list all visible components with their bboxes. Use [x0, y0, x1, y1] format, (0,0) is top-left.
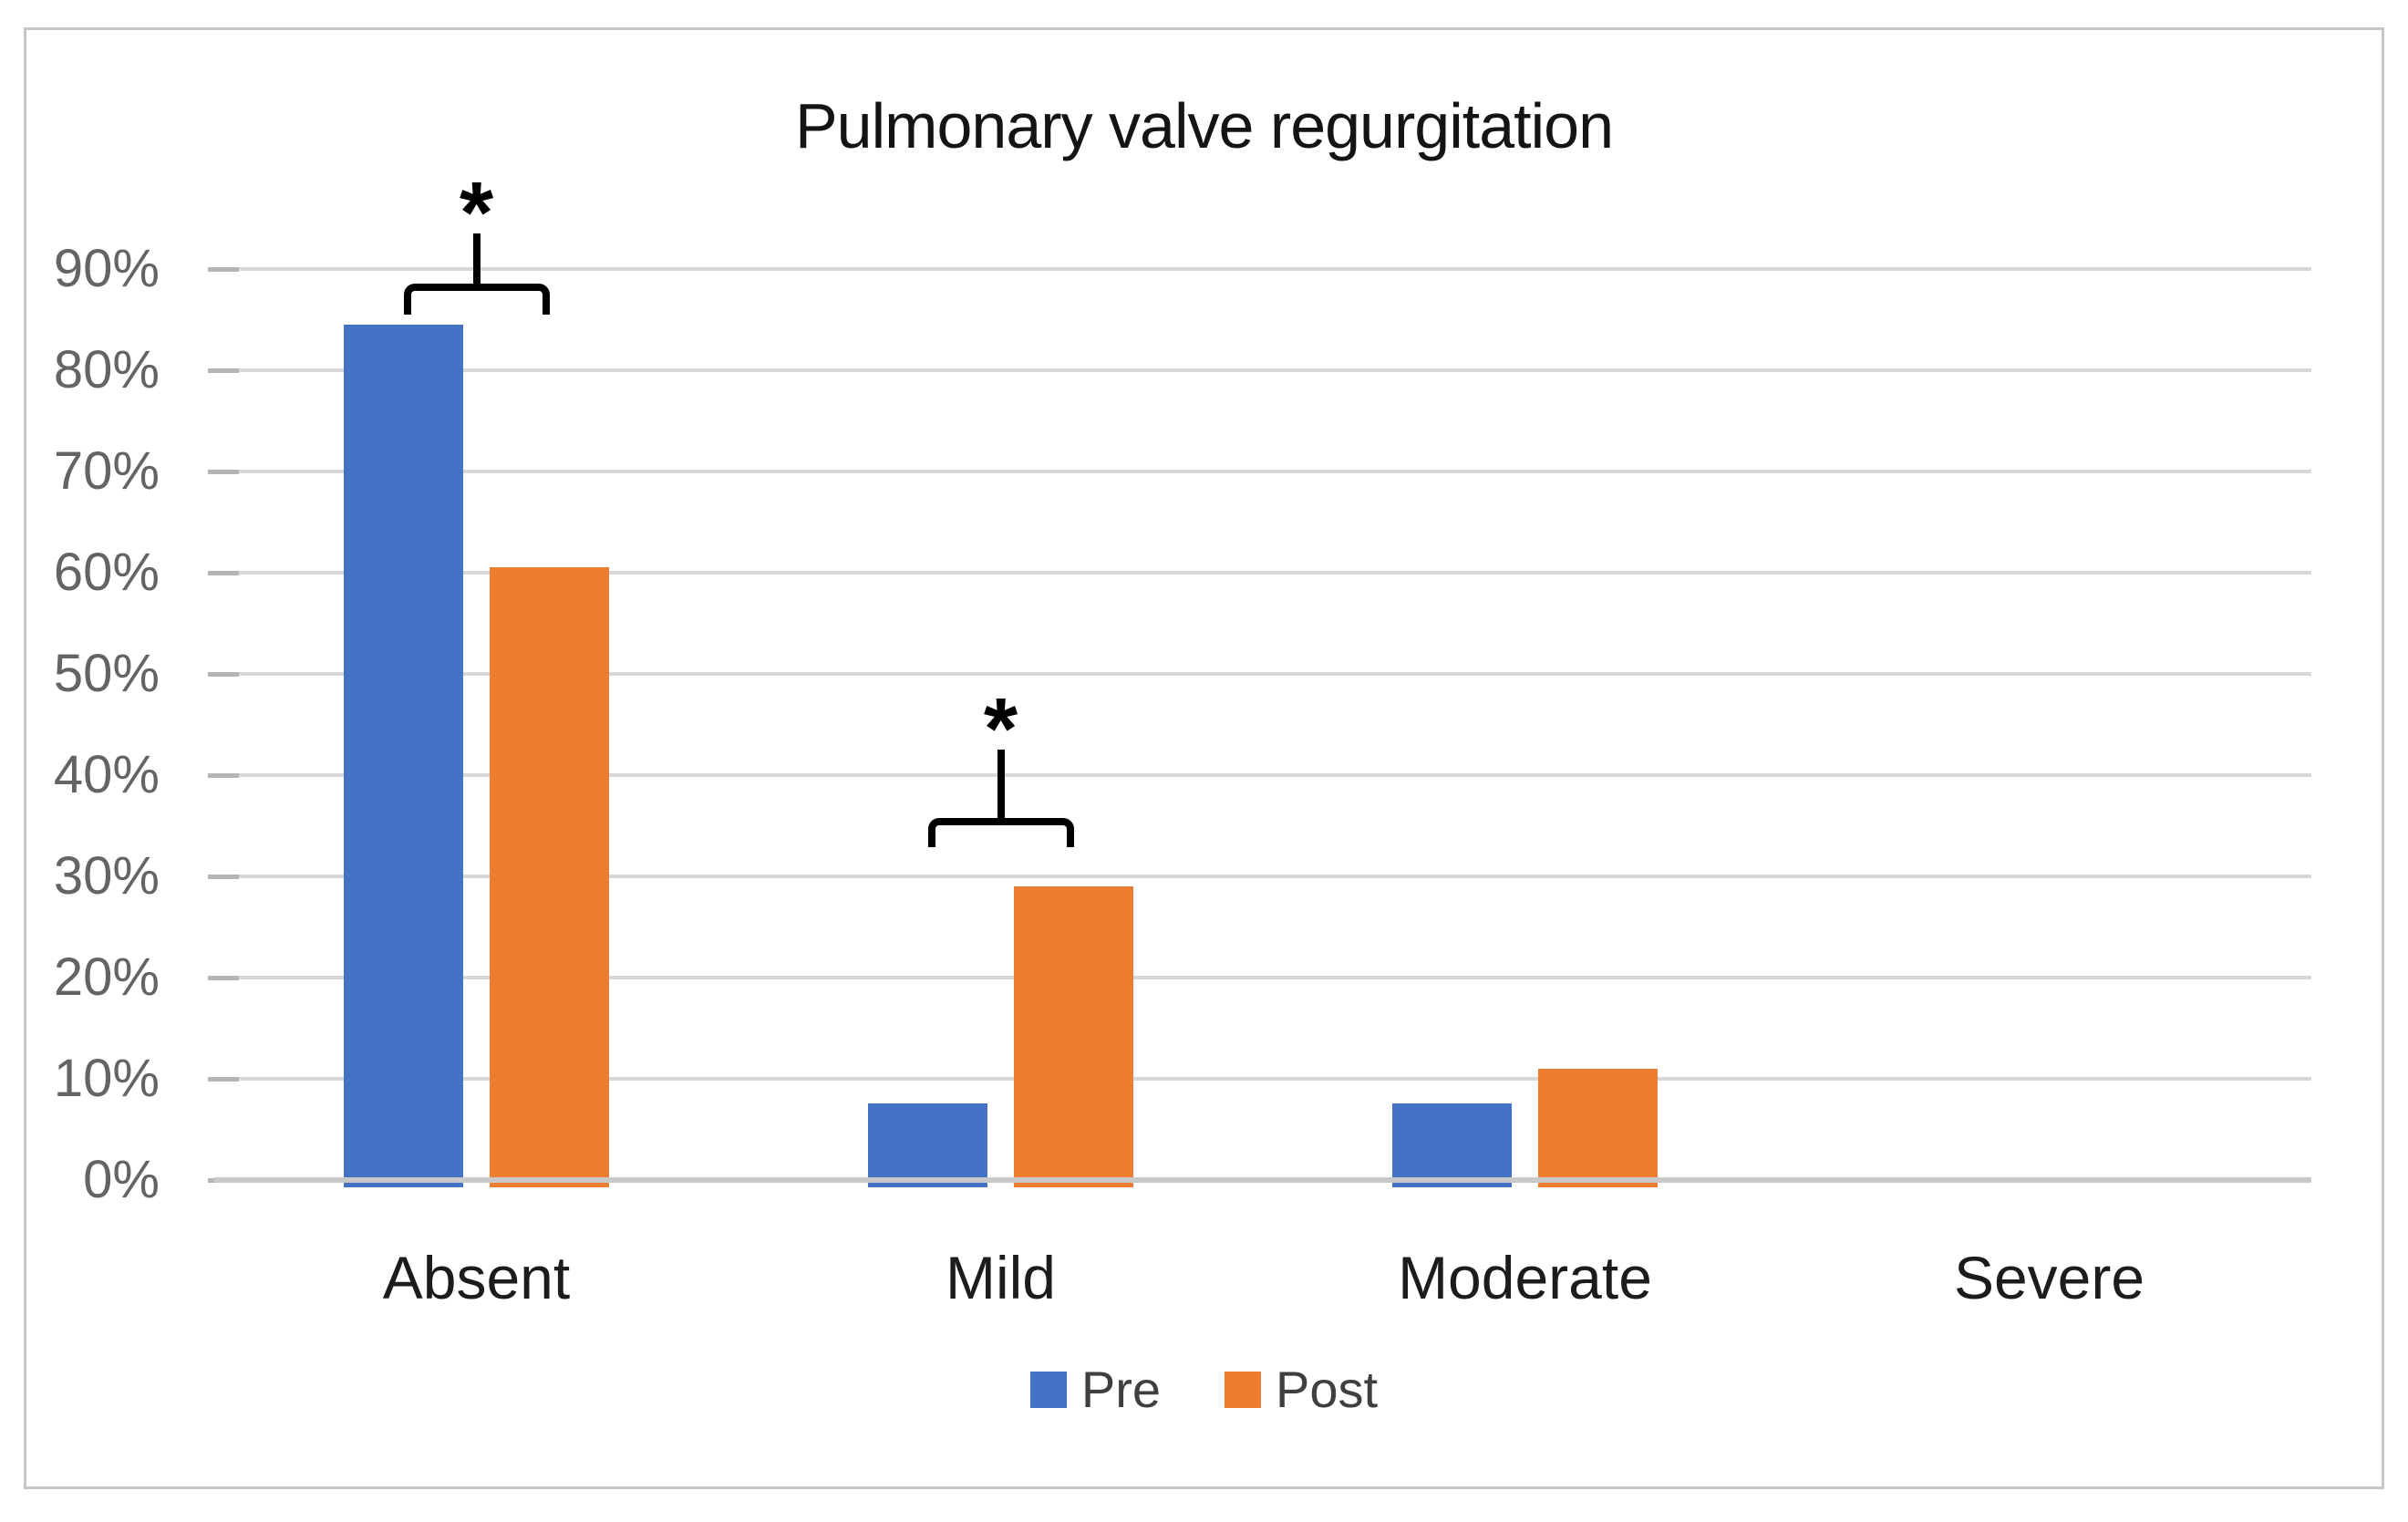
y-axis-tick-label-10: 10%: [53, 1049, 160, 1108]
gridline-60: [214, 571, 2311, 575]
y-axis-tick-60: [208, 571, 239, 575]
y-axis-tick-label-20: 20%: [53, 947, 160, 1007]
significance-bracket-stem-absent: [472, 233, 481, 289]
y-axis-tick-20: [208, 976, 239, 980]
y-axis-tick-label-40: 40%: [53, 745, 160, 804]
gridline-50: [214, 672, 2311, 676]
gridline-20: [214, 976, 2311, 979]
legend-swatch-pre: [1029, 1372, 1067, 1408]
y-axis-tick-40: [208, 773, 239, 778]
y-axis-tick-30: [208, 875, 239, 879]
y-axis-tick-label-50: 50%: [53, 644, 160, 703]
x-axis-line: [214, 1177, 2311, 1183]
gridline-40: [214, 773, 2311, 777]
y-axis-tick-label-60: 60%: [53, 543, 160, 602]
y-axis-tick-label-70: 70%: [53, 441, 160, 501]
y-axis-tick-label-0: 0%: [83, 1150, 160, 1209]
gridline-80: [214, 368, 2311, 372]
significance-asterisk-absent: *: [459, 164, 494, 263]
legend-entry-pre: Pre: [1029, 1361, 1162, 1418]
significance-asterisk-mild: *: [983, 680, 1018, 779]
gridline-10: [214, 1077, 2311, 1081]
bar-pre-absent: [344, 325, 463, 1187]
category-label-severe: Severe: [1953, 1244, 2145, 1311]
y-axis-tick-10: [208, 1077, 239, 1082]
y-axis-tick-label-30: 30%: [53, 846, 160, 906]
bar-pre-mild: [868, 1103, 987, 1187]
bar-post-moderate: [1538, 1068, 1658, 1187]
y-axis-tick-50: [208, 672, 239, 677]
y-axis-tick-80: [208, 368, 239, 373]
legend-label-post: Post: [1276, 1361, 1379, 1418]
chart-title: Pulmonary valve regurgitation: [794, 90, 1614, 161]
y-axis-tick-label-80: 80%: [53, 340, 160, 399]
legend-entry-post: Post: [1225, 1364, 1378, 1415]
gridline-70: [214, 470, 2311, 473]
legend-swatch-post: [1225, 1372, 1262, 1408]
category-label-absent: Absent: [382, 1244, 571, 1311]
y-axis-tick-label-90: 90%: [53, 239, 160, 298]
category-label-mild: Mild: [945, 1244, 1056, 1311]
y-axis-tick-70: [208, 470, 239, 474]
legend-label-pre: Pre: [1080, 1361, 1162, 1418]
bar-post-absent: [490, 567, 609, 1187]
significance-bracket-stem-mild: [997, 750, 1005, 823]
category-label-moderate: Moderate: [1398, 1244, 1652, 1311]
y-axis-tick-90: [208, 267, 239, 272]
legend: Pre Post: [0, 1364, 2408, 1415]
bar-pre-moderate: [1392, 1103, 1512, 1187]
gridline-30: [214, 875, 2311, 878]
bar-post-mild: [1014, 886, 1133, 1187]
gridline-90: [214, 267, 2311, 271]
